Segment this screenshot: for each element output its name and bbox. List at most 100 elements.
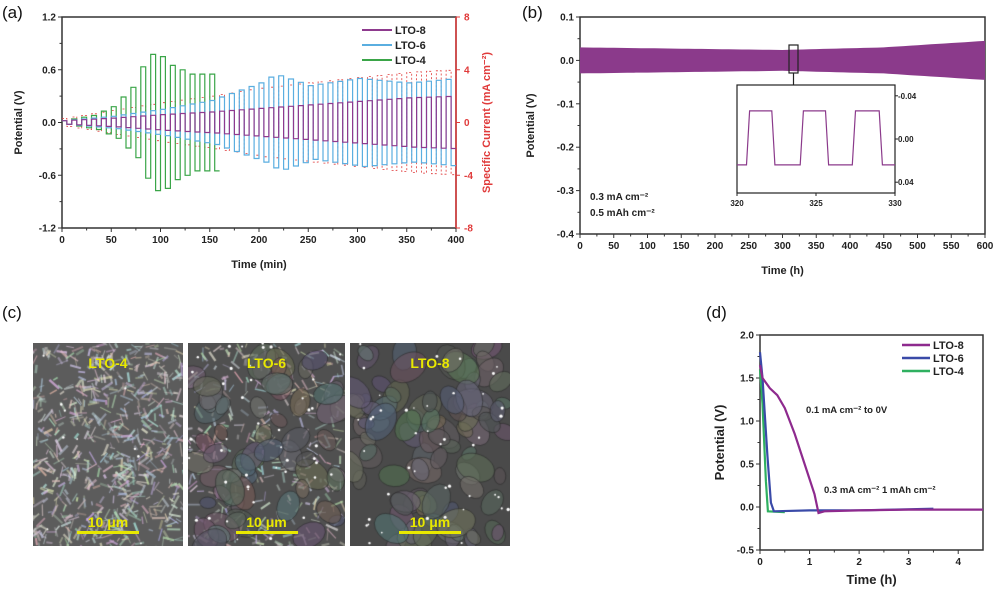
- y-tick-label: 0.0: [560, 56, 574, 67]
- series-line-lto-8: [758, 364, 983, 515]
- x-tick-label: 350: [398, 235, 415, 246]
- y2-tick-label: 0: [464, 118, 470, 129]
- x-tick-label: 0: [59, 235, 65, 246]
- y-tick-label: 0.5: [740, 460, 754, 471]
- inset-frame: [736, 84, 896, 194]
- x-tick-label: 400: [448, 235, 465, 246]
- sem-image-lto-4: LTO-4 10 μm: [33, 343, 183, 546]
- x-axis-label: Time (h): [846, 572, 896, 587]
- inset-x-tick-label: 330: [888, 199, 902, 208]
- x-axis-label: Time (min): [231, 259, 287, 271]
- inset-x-tick-label: 325: [809, 199, 823, 208]
- sem-image-lto-6: LTO-6 10 μm: [188, 343, 345, 546]
- chart-a: 0 50 100 150 200 250 300 350 400 -1.2 -0.6 0.0 0.6 1.…: [13, 13, 493, 272]
- sem-texture: [188, 343, 345, 546]
- y-tick-label: -0.6: [39, 171, 57, 182]
- y-tick-label: 1.2: [42, 13, 56, 24]
- sem-texture: [33, 343, 183, 546]
- panel-label-c: (c): [2, 303, 22, 322]
- x-tick-label: 600: [977, 241, 994, 252]
- sem-label: LTO-6: [246, 355, 287, 371]
- x-tick-label: 250: [740, 241, 757, 252]
- sem-image-lto-8: LTO-8 10 μm: [350, 343, 510, 546]
- legend-label: LTO-6: [933, 353, 964, 365]
- x-tick-label: 50: [106, 235, 118, 246]
- y-tick-label: 0.6: [42, 65, 56, 76]
- y-tick-label: 1.0: [740, 417, 754, 428]
- annotation: 0.1 mA cm⁻² to 0V: [806, 405, 888, 416]
- chart-b: 0 50 100 150 200 250 300 350 400 450 500 550 600 -0.4…: [525, 13, 994, 278]
- inset-y-tick-label: 0.00: [898, 135, 914, 144]
- inset-x-tick-label: 320: [730, 199, 744, 208]
- chart-d: 0 1 2 3 4 -0.5 0.0 0.5 1.0 1.5 2.0 Time (h) Potentia…: [712, 331, 984, 587]
- y2-tick-label: 8: [464, 13, 470, 24]
- x-tick-label: 300: [774, 241, 791, 252]
- y-axis-label: Potential (V): [712, 405, 727, 481]
- x-tick-label: 550: [943, 241, 960, 252]
- x-tick-label: 500: [909, 241, 926, 252]
- legend-label: LTO-6: [395, 40, 426, 52]
- x-tick-label: 4: [955, 557, 961, 568]
- x-tick-label: 200: [251, 235, 268, 246]
- legend-label: LTO-4: [395, 55, 427, 67]
- cycling-band: [580, 40, 985, 80]
- y-tick-label: -0.4: [557, 230, 575, 241]
- scale-bar: 10 μm: [350, 514, 510, 534]
- x-tick-label: 100: [639, 241, 656, 252]
- y-tick-label: -0.5: [737, 546, 755, 557]
- x-tick-label: 150: [673, 241, 690, 252]
- x-tick-label: 1: [807, 557, 813, 568]
- annotation: 0.3 mA cm⁻²: [590, 192, 649, 203]
- x-tick-label: 100: [152, 235, 169, 246]
- x-axis-label: Time (h): [761, 265, 804, 277]
- y-tick-label: 0.1: [560, 13, 574, 24]
- sem-label: LTO-4: [88, 355, 128, 371]
- series-line-lto-8: [62, 95, 456, 150]
- x-tick-label: 50: [608, 241, 620, 252]
- panel-label-b: (b): [522, 3, 543, 22]
- scale-bar: 10 μm: [33, 514, 183, 534]
- y2-axis-label: Specific Current (mA cm⁻²): [481, 52, 493, 193]
- y2-tick-label: 4: [464, 65, 470, 76]
- y-tick-label: 1.5: [740, 374, 754, 385]
- scale-bar: 10 μm: [188, 514, 345, 534]
- y-tick-label: -0.1: [557, 99, 575, 110]
- y-axis-label: Potential (V): [525, 93, 537, 158]
- panel-label-a: (a): [2, 3, 23, 22]
- y-tick-label: 0.0: [42, 118, 56, 129]
- x-tick-label: 450: [875, 241, 892, 252]
- y-tick-label: 0.0: [740, 503, 754, 514]
- y2-tick-label: -4: [464, 171, 473, 182]
- x-tick-label: 3: [906, 557, 912, 568]
- annotation: 0.5 mAh cm⁻²: [590, 208, 655, 219]
- legend-label: LTO-8: [933, 340, 964, 352]
- sem-label: LTO-8: [410, 355, 450, 371]
- y-tick-label: -0.2: [557, 143, 575, 154]
- x-tick-label: 250: [300, 235, 317, 246]
- scale-bar-label: 10 μm: [87, 514, 129, 530]
- annotation: 0.3 mA cm⁻² 1 mAh cm⁻²: [824, 485, 936, 496]
- x-tick-label: 400: [842, 241, 859, 252]
- inset-y-tick-label: 0.04: [898, 178, 914, 187]
- y2-tick-label: -8: [464, 224, 473, 235]
- y-tick-label: 2.0: [740, 331, 754, 342]
- x-tick-label: 0: [577, 241, 583, 252]
- x-tick-label: 150: [201, 235, 218, 246]
- legend-label: LTO-4: [933, 366, 965, 378]
- inset-y-tick-label: -0.04: [898, 92, 917, 101]
- sem-texture: [350, 343, 510, 546]
- y-tick-label: -1.2: [39, 224, 57, 235]
- scale-bar-label: 10 μm: [409, 514, 451, 530]
- x-tick-label: 300: [349, 235, 366, 246]
- inset-wave-line: [737, 110, 895, 166]
- y-axis-label: Potential (V): [13, 90, 25, 155]
- x-tick-label: 0: [757, 557, 763, 568]
- scale-bar-label: 10 μm: [246, 514, 287, 530]
- x-tick-label: 200: [707, 241, 724, 252]
- x-tick-label: 2: [856, 557, 862, 568]
- legend-label: LTO-8: [395, 25, 426, 37]
- panel-label-d: (d): [706, 303, 727, 322]
- x-tick-label: 350: [808, 241, 825, 252]
- y-tick-label: -0.3: [557, 186, 575, 197]
